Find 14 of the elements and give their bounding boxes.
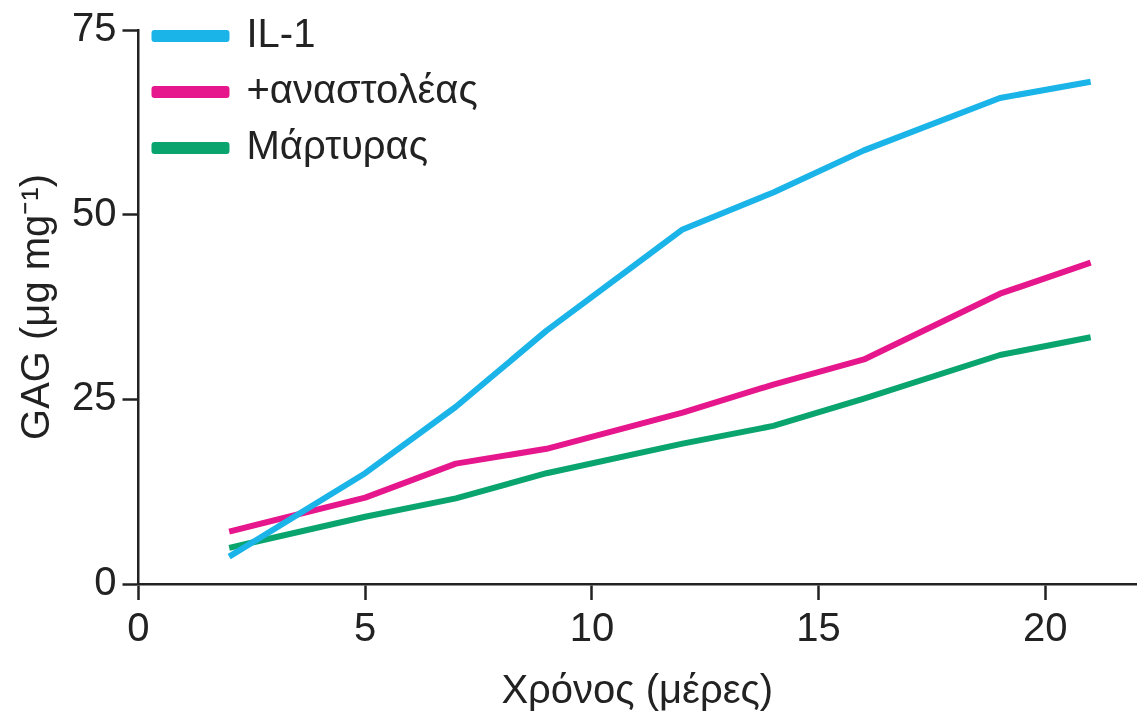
x-tick-label: 5 bbox=[354, 605, 377, 650]
legend-label: Μάρτυρας bbox=[246, 123, 428, 168]
x-axis-title: Χρόνος (μέρες) bbox=[501, 667, 774, 712]
legend-label: +αναστολέας bbox=[246, 67, 478, 112]
legend-label: IL-1 bbox=[246, 11, 316, 56]
y-tick-label: 25 bbox=[71, 374, 117, 419]
x-tick-label: 10 bbox=[569, 605, 615, 650]
x-tick-label: 20 bbox=[1023, 605, 1068, 650]
x-tick-label: 15 bbox=[796, 605, 841, 650]
y-tick-label: 50 bbox=[71, 189, 117, 234]
x-tick-label: 0 bbox=[127, 605, 150, 650]
y-tick-label: 0 bbox=[94, 559, 117, 604]
y-axis-title: GAG (μg mg⁻¹) bbox=[13, 174, 58, 440]
y-tick-label: 75 bbox=[71, 5, 117, 50]
